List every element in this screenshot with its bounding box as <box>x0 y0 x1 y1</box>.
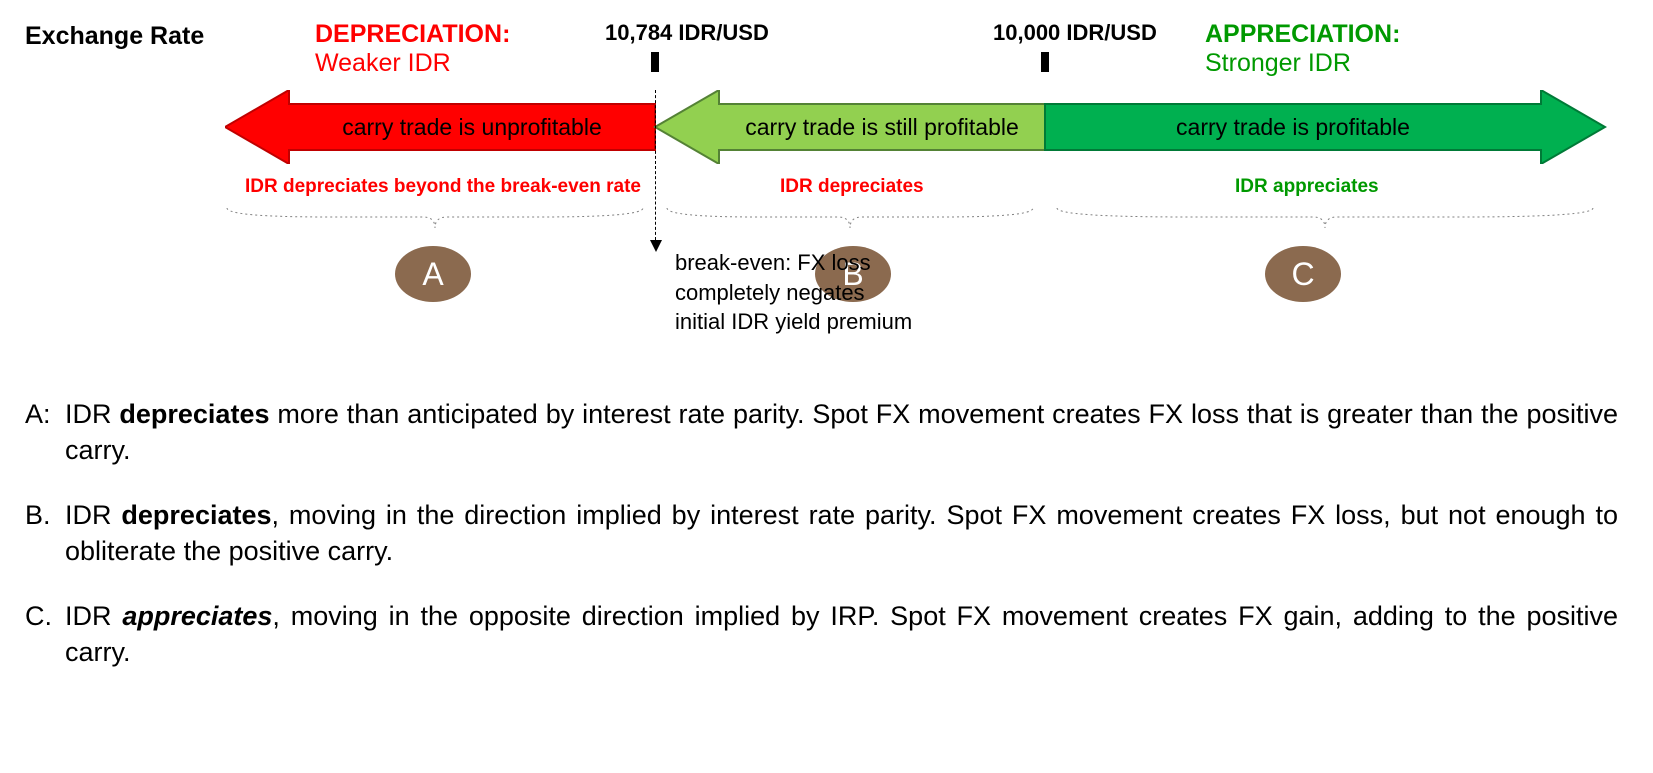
arrow-c-text: carry trade is profitable <box>1045 90 1541 164</box>
breakeven-arrowhead-icon <box>650 240 662 252</box>
header-labels: DEPRECIATION: Weaker IDR 10,784 IDR/USD … <box>225 20 1628 86</box>
depreciation-heading: DEPRECIATION <box>315 20 502 48</box>
badge-c: C <box>1265 246 1341 302</box>
breakeven-line1: break-even: FX loss <box>675 250 871 275</box>
brace-row: A B C break-even: FX loss completely neg… <box>225 206 1625 346</box>
brace-a <box>225 206 645 236</box>
badge-a: A <box>395 246 471 302</box>
subtext-a: IDR depreciates beyond the break-even ra… <box>245 176 641 198</box>
desc-a-key: A: <box>25 396 65 469</box>
subtext-b: IDR depreciates <box>780 176 924 198</box>
tick-right <box>1041 52 1049 72</box>
desc-a: A: IDR depreciates more than anticipated… <box>25 396 1628 469</box>
arrow-a-text: carry trade is unprofitable <box>289 90 655 164</box>
brace-c <box>1055 206 1595 236</box>
breakeven-text: break-even: FX loss completely negates i… <box>675 248 912 337</box>
desc-a-text: IDR depreciates more than anticipated by… <box>65 396 1628 469</box>
arrow-row: carry trade is unprofitable carry trade … <box>225 90 1625 164</box>
desc-b-text: IDR depreciates, moving in the direction… <box>65 497 1628 570</box>
subtext-c: IDR appreciates <box>1235 176 1379 198</box>
depreciation-sub: Weaker IDR <box>315 49 451 77</box>
appreciation-heading: APPRECIATION <box>1205 20 1392 48</box>
appreciation-label: APPRECIATION: Stronger IDR <box>1205 20 1400 78</box>
breakeven-dashline <box>655 90 656 240</box>
appreciation-sub: Stronger IDR <box>1205 49 1351 77</box>
rate-right-label: 10,000 IDR/USD <box>993 20 1157 46</box>
desc-c-key: C. <box>25 598 65 671</box>
breakeven-line2: completely negates <box>675 280 865 305</box>
sub-row: IDR depreciates beyond the break-even ra… <box>225 176 1625 206</box>
desc-c-text: IDR appreciates, moving in the opposite … <box>65 598 1628 671</box>
header-row: Exchange Rate DEPRECIATION: Weaker IDR 1… <box>25 20 1628 86</box>
depreciation-label: DEPRECIATION: Weaker IDR <box>315 20 510 78</box>
desc-b-key: B. <box>25 497 65 570</box>
page-title: Exchange Rate <box>25 20 225 51</box>
desc-c: C. IDR appreciates, moving in the opposi… <box>25 598 1628 671</box>
desc-b: B. IDR depreciates, moving in the direct… <box>25 497 1628 570</box>
rate-left-label: 10,784 IDR/USD <box>605 20 769 46</box>
tick-left <box>651 52 659 72</box>
arrow-b-text: carry trade is still profitable <box>719 90 1045 164</box>
brace-b <box>665 206 1035 236</box>
breakeven-line3: initial IDR yield premium <box>675 309 912 334</box>
descriptions: A: IDR depreciates more than anticipated… <box>25 396 1628 671</box>
